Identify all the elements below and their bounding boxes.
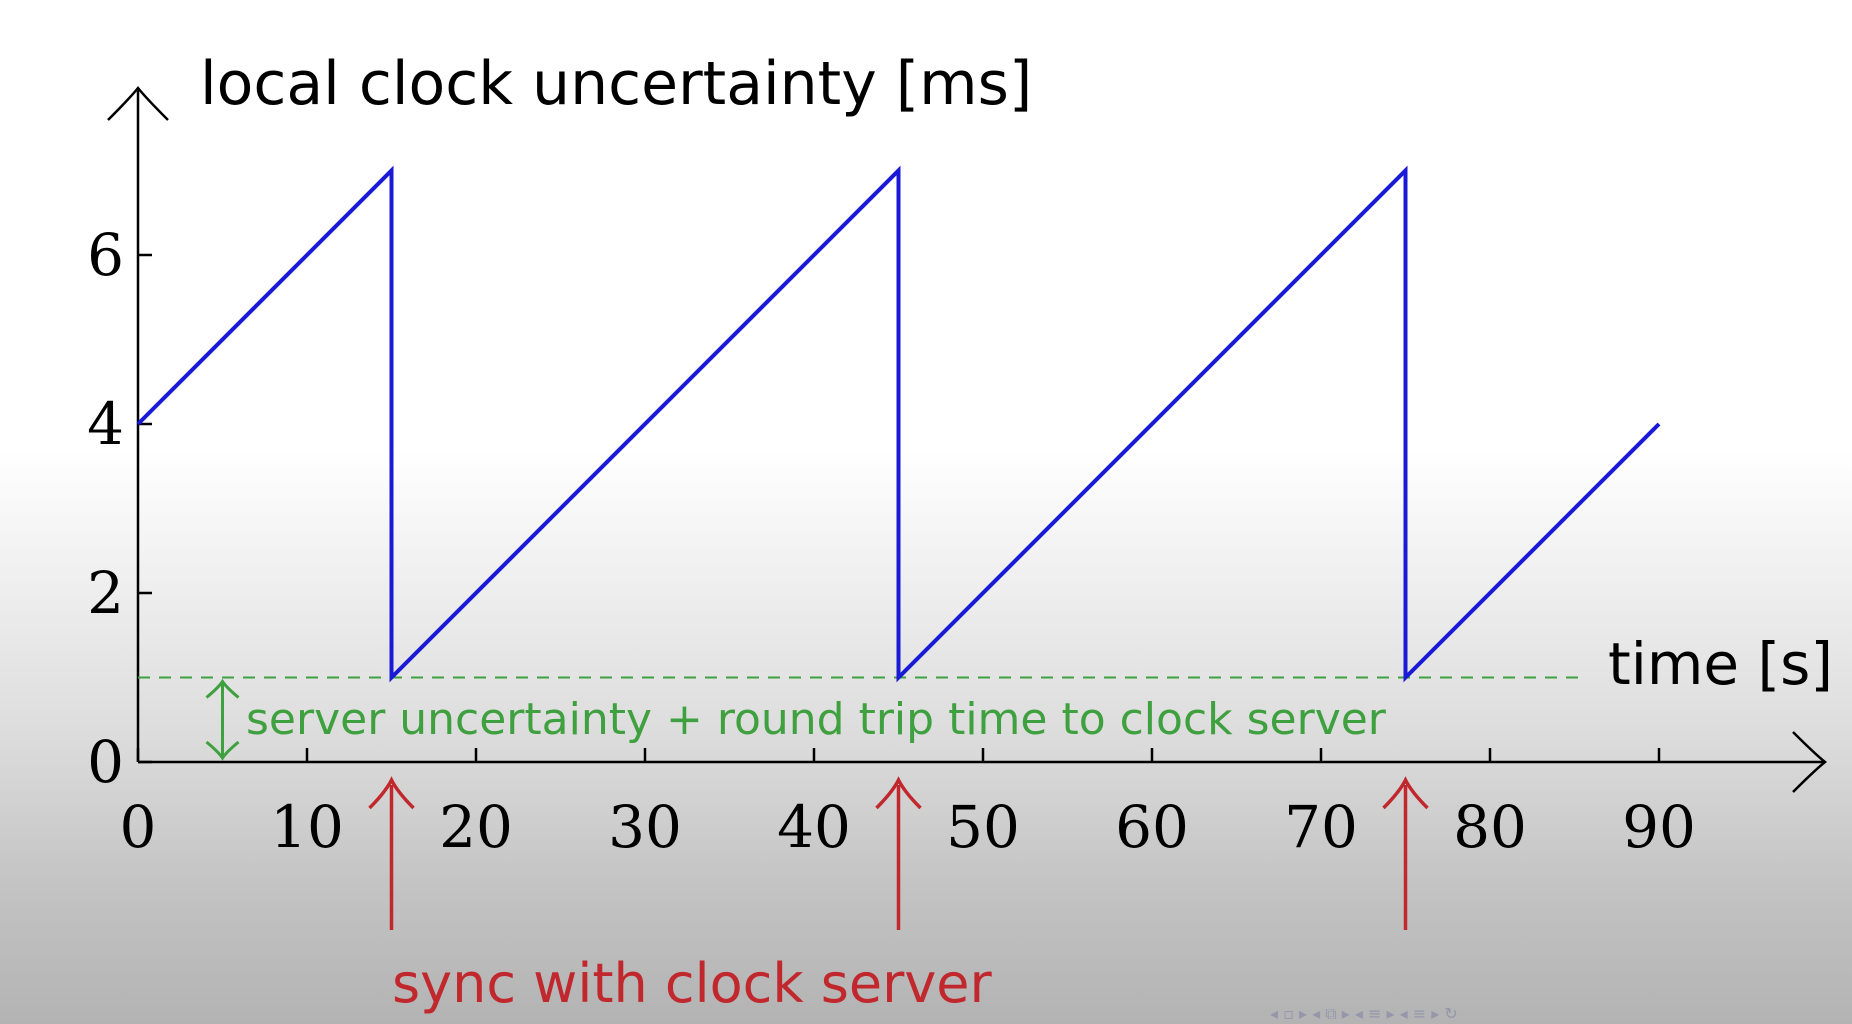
x-tick-label: 0 xyxy=(120,793,157,861)
sync-arrow xyxy=(1382,776,1429,930)
x-tick-label: 20 xyxy=(439,793,513,861)
y-tick-label: 2 xyxy=(87,559,124,627)
y-axis-arrowhead xyxy=(107,85,169,121)
double-arrow-head-top xyxy=(205,678,240,699)
x-tick-label: 50 xyxy=(946,793,1020,861)
double-arrow-head-bottom xyxy=(205,740,240,761)
x-tick-label: 40 xyxy=(777,793,851,861)
x-ticks: 0 10 20 30 40 50 60 70 80 90 xyxy=(120,748,1696,861)
sync-arrows xyxy=(368,776,1429,930)
y-ticks: 0 2 4 6 xyxy=(87,221,152,796)
sync-arrow-head xyxy=(368,776,415,810)
sync-arrow-head xyxy=(1382,776,1429,810)
x-tick-label: 80 xyxy=(1453,793,1527,861)
y-axis-label: local clock uncertainty [ms] xyxy=(200,49,1032,119)
slide-navigation-icons[interactable]: ◂ ▫ ▸ ◂ ⧉ ▸ ◂ ≡ ▸ ◂ ≡ ▸ ↻ xyxy=(1270,1004,1458,1023)
sync-label: sync with clock server xyxy=(392,952,992,1015)
y-tick-label: 4 xyxy=(87,390,124,458)
sync-arrow-head xyxy=(875,776,922,810)
x-axis-label: time [s] xyxy=(1608,630,1833,698)
series-line xyxy=(136,165,1661,683)
sync-arrow xyxy=(875,776,922,930)
x-tick-label: 30 xyxy=(608,793,682,861)
server-uncertainty-double-arrow xyxy=(205,678,240,761)
x-tick-label: 90 xyxy=(1622,793,1696,861)
x-tick-label: 70 xyxy=(1284,793,1358,861)
sync-arrow xyxy=(368,776,415,930)
y-tick-label: 0 xyxy=(87,728,124,796)
x-axis-arrowhead xyxy=(1792,731,1828,793)
x-tick-label: 60 xyxy=(1115,793,1189,861)
y-tick-label: 6 xyxy=(87,221,124,289)
server-uncertainty-label: server uncertainty + round trip time to … xyxy=(246,694,1387,745)
x-tick-label: 10 xyxy=(270,793,344,861)
